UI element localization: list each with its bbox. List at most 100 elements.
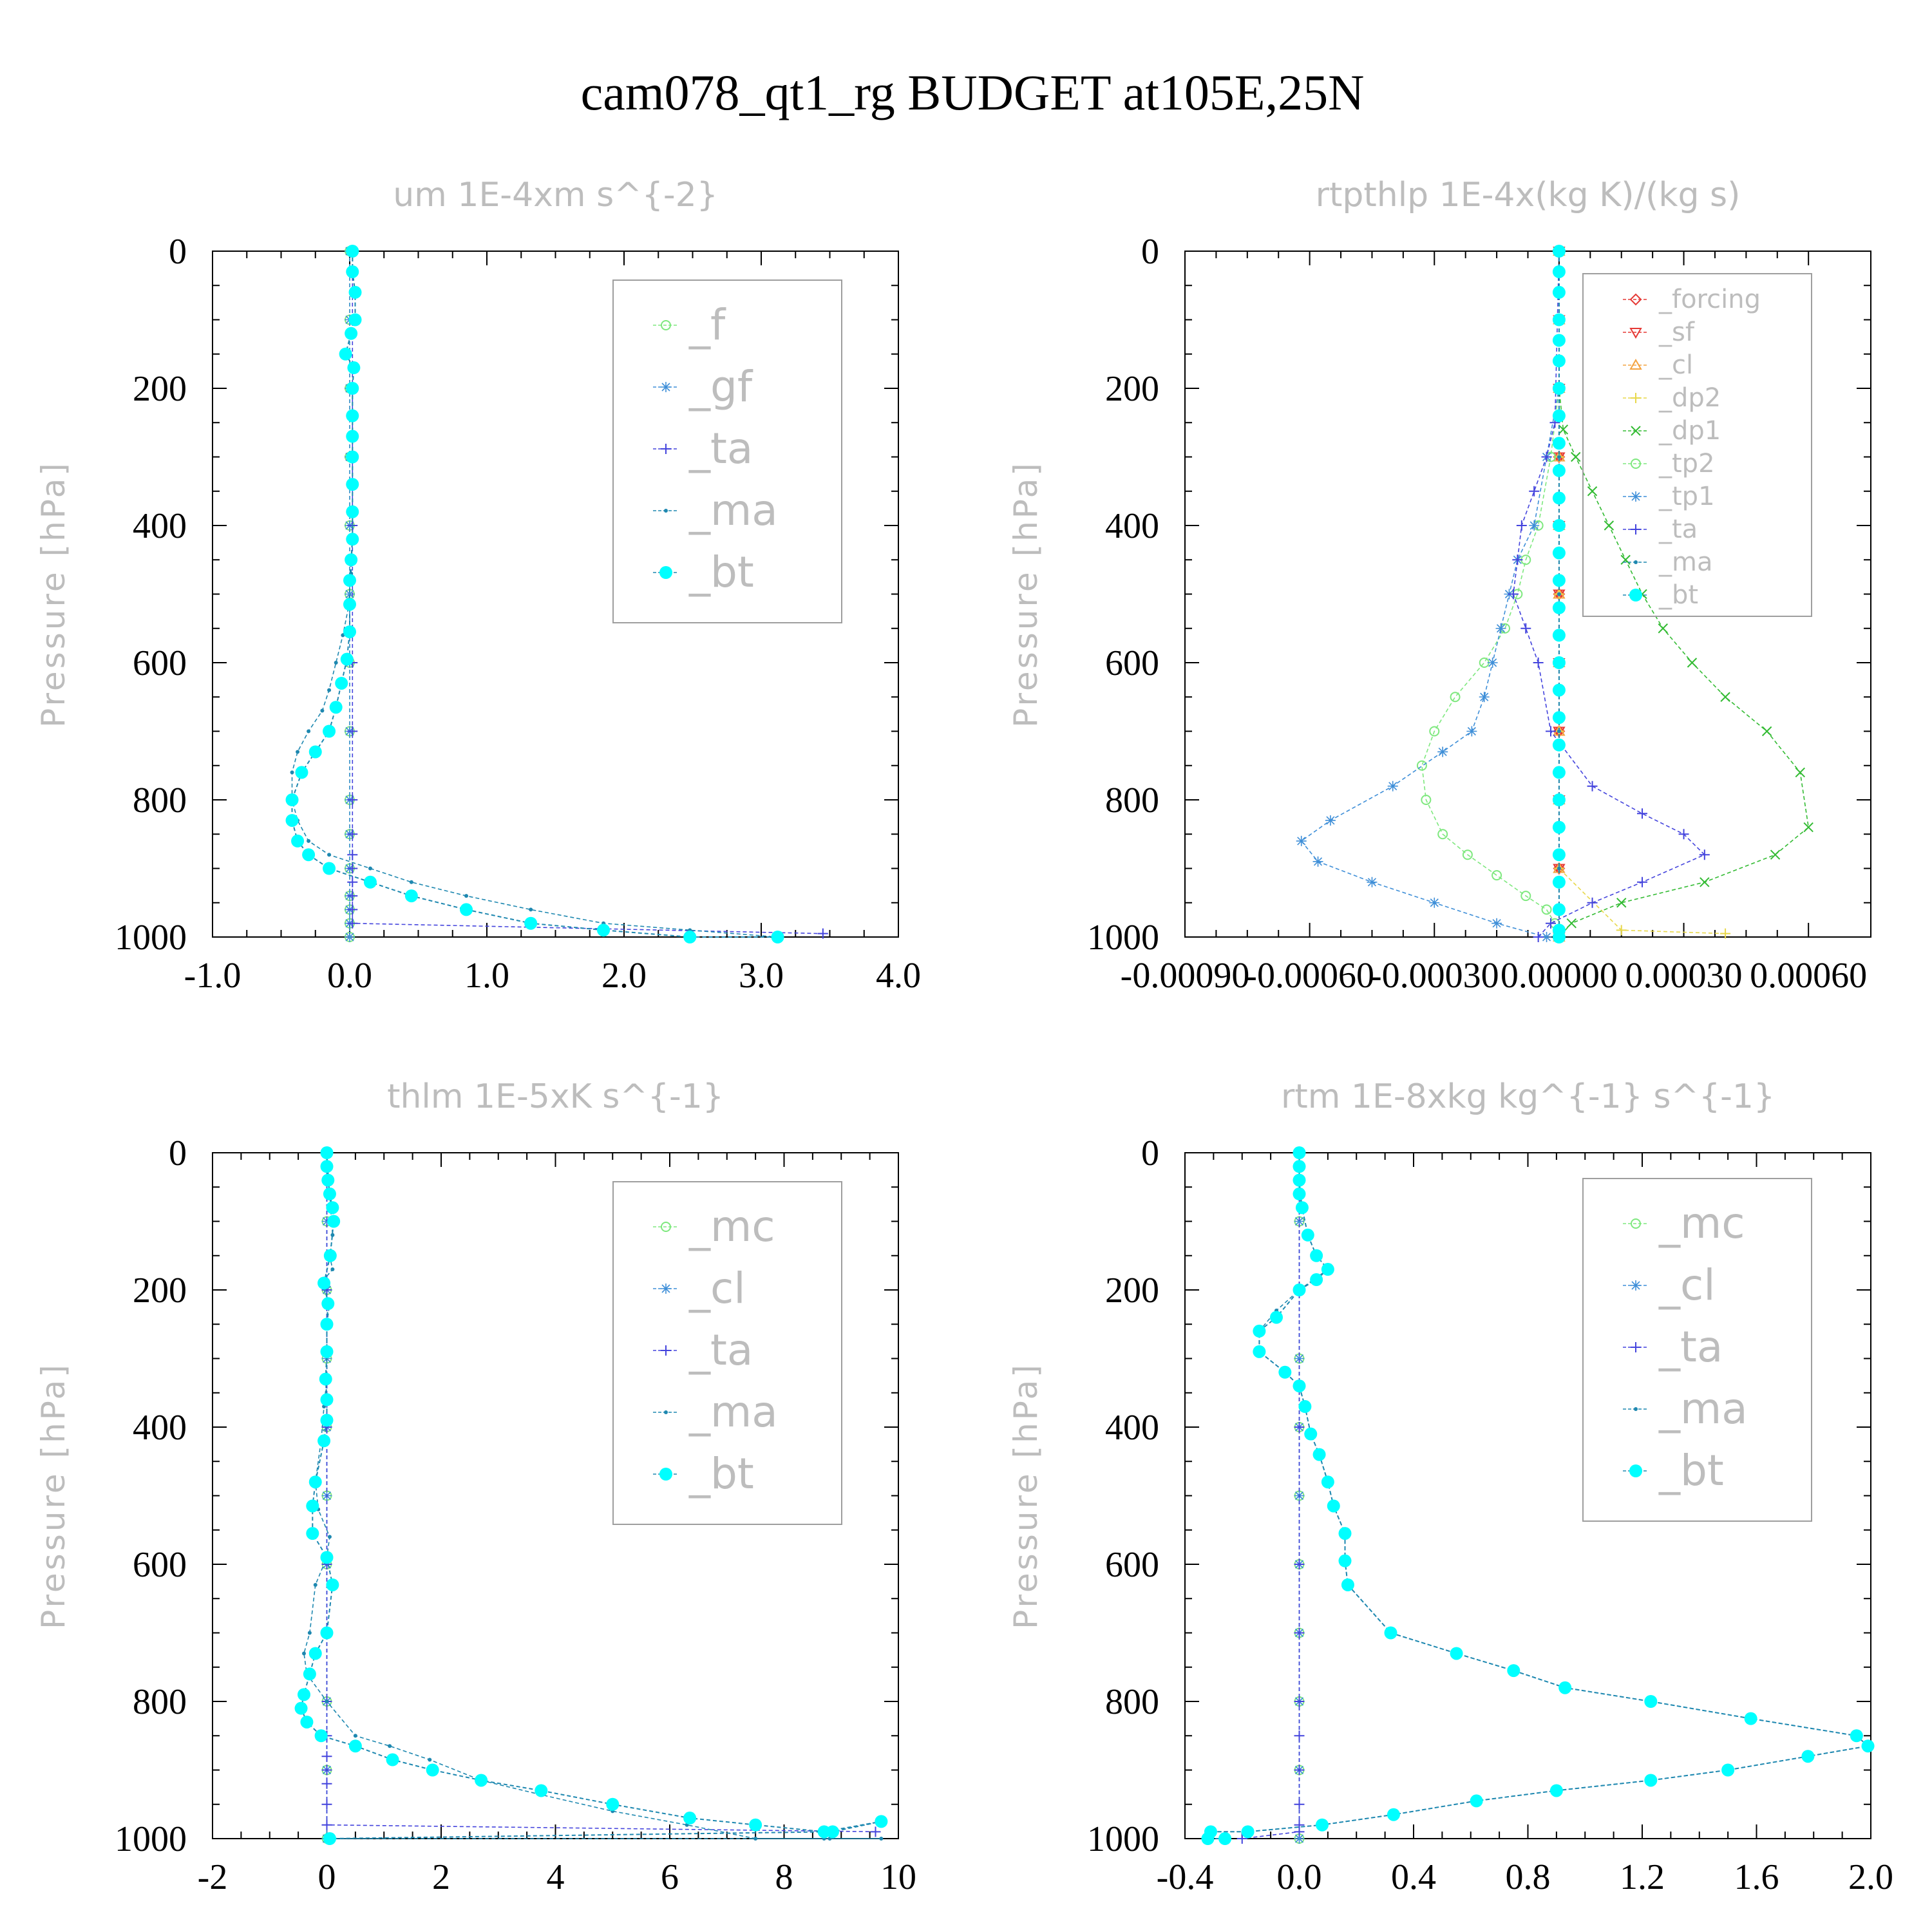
x-tick-label: -0.4 xyxy=(1157,1857,1214,1897)
data-point xyxy=(321,1819,332,1830)
legend-label: _bt xyxy=(688,1449,754,1499)
series-ma xyxy=(302,1151,884,1841)
data-point xyxy=(321,1778,332,1789)
data-point xyxy=(1720,928,1731,939)
y-tick-label: 600 xyxy=(133,1545,187,1585)
data-point xyxy=(1616,898,1627,908)
x-tick-label: 8 xyxy=(775,1857,793,1897)
data-point xyxy=(295,766,308,779)
data-point xyxy=(1293,1160,1306,1173)
data-point xyxy=(1437,829,1448,840)
data-point xyxy=(323,1187,336,1200)
data-point xyxy=(1253,1345,1266,1358)
data-point xyxy=(1552,683,1566,697)
data-point xyxy=(1552,738,1566,752)
data-point xyxy=(346,450,359,464)
data-point xyxy=(320,1146,334,1159)
series-line xyxy=(1242,1153,1300,1839)
data-point xyxy=(1557,866,1561,871)
data-point xyxy=(1552,875,1566,889)
series-bt xyxy=(1201,1146,1875,1845)
data-point xyxy=(320,1393,334,1406)
x-tick-label: 0.0 xyxy=(1277,1857,1322,1897)
data-point xyxy=(327,688,332,692)
legend-marker xyxy=(664,1410,668,1414)
y-tick-label: 600 xyxy=(133,643,187,683)
legend-label: _ta xyxy=(688,424,753,473)
data-point xyxy=(1549,1784,1563,1797)
data-point xyxy=(1744,1712,1757,1725)
legend-label: _dp2 xyxy=(1658,383,1721,413)
data-point xyxy=(1293,1379,1306,1393)
legend-marker xyxy=(661,1345,671,1356)
data-point xyxy=(345,589,355,600)
data-point xyxy=(1294,1833,1305,1844)
data-point xyxy=(1587,486,1598,497)
legend-label: _f xyxy=(688,300,726,350)
data-point xyxy=(1512,554,1523,565)
data-point xyxy=(1541,904,1552,915)
legend-label: _ta xyxy=(1658,515,1698,544)
data-point xyxy=(1338,1527,1352,1540)
data-point xyxy=(347,361,361,375)
data-point xyxy=(1479,658,1490,668)
data-point xyxy=(320,708,325,713)
data-point xyxy=(1552,931,1566,943)
data-point xyxy=(1637,808,1647,819)
data-point xyxy=(335,676,348,690)
data-point xyxy=(294,1701,308,1715)
data-point xyxy=(1587,897,1598,908)
data-point xyxy=(321,1765,332,1776)
legend-box xyxy=(612,279,842,623)
legend: _mc _cl _ta _ma _bt xyxy=(1582,1178,1812,1522)
data-point xyxy=(353,1734,357,1738)
data-point xyxy=(296,750,300,754)
data-point xyxy=(1367,876,1378,887)
data-point xyxy=(1450,692,1461,703)
data-point xyxy=(1508,589,1519,600)
data-point xyxy=(388,1744,392,1748)
legend-marker xyxy=(1629,358,1642,370)
data-point xyxy=(1520,891,1531,902)
data-point xyxy=(1803,822,1814,833)
data-point xyxy=(1552,464,1566,477)
legend-marker xyxy=(661,320,671,330)
data-point xyxy=(321,1216,332,1227)
data-point xyxy=(1552,409,1566,422)
y-tick-label: 1000 xyxy=(1087,918,1159,958)
series-tp2 xyxy=(1416,246,1564,942)
y-tick-label: 400 xyxy=(1105,506,1159,546)
x-tick-label: 0 xyxy=(318,1857,336,1897)
data-point xyxy=(771,931,784,943)
figure-title: cam078_qt1_rg BUDGET at105E,25N xyxy=(581,64,1365,120)
data-point xyxy=(1466,726,1477,737)
legend-label: _ma xyxy=(688,1387,778,1437)
y-tick-label: 0 xyxy=(1141,232,1159,272)
data-point xyxy=(307,838,311,843)
legend-label: _tp1 xyxy=(1658,482,1715,511)
chart-panel-1: um 1E-4xm s^{-2} Pressure [hPa] 0 200 400 600… xyxy=(35,176,921,996)
data-point xyxy=(326,1201,339,1215)
data-point xyxy=(1294,1799,1305,1810)
data-point xyxy=(347,795,358,805)
legend-marker xyxy=(659,566,672,579)
data-point xyxy=(1552,245,1566,258)
x-tick-label: 0.00060 xyxy=(1750,956,1867,996)
data-point xyxy=(321,1297,335,1311)
data-point xyxy=(386,1753,399,1766)
data-point xyxy=(409,880,413,884)
data-point xyxy=(346,245,359,258)
legend: _f _gf _ta _ma _bt xyxy=(612,279,842,623)
legend-marker xyxy=(1634,1407,1638,1411)
data-point xyxy=(1552,546,1566,560)
data-point xyxy=(1552,265,1566,278)
data-point xyxy=(323,862,336,875)
legend-label: _cl xyxy=(1658,1260,1716,1310)
data-point xyxy=(1253,1324,1266,1338)
data-point xyxy=(1470,1794,1483,1808)
legend-label: _cl xyxy=(688,1264,746,1313)
data-point xyxy=(347,726,358,737)
data-point xyxy=(347,918,358,929)
legend-label: _gf xyxy=(688,362,753,412)
x-tick-label: -0.00060 xyxy=(1245,956,1374,996)
